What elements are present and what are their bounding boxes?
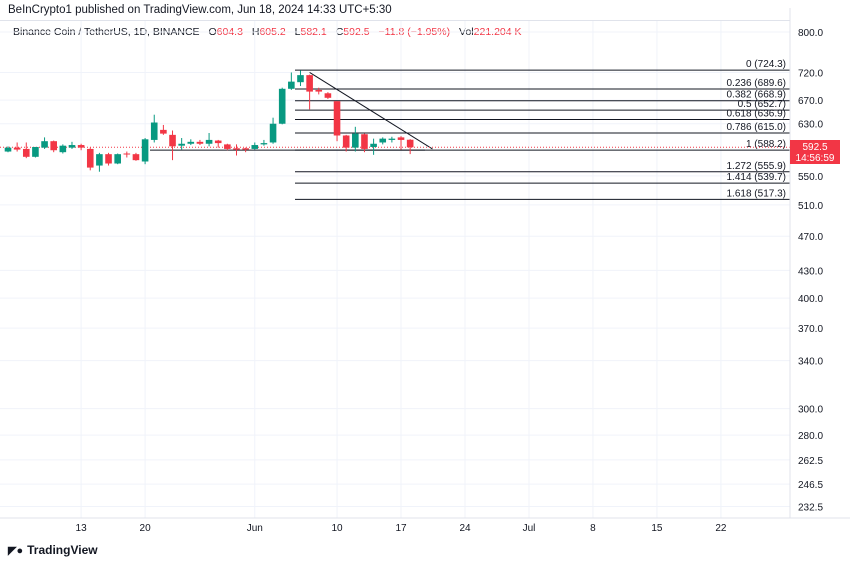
candle-bullish [370,143,377,147]
x-tick-label: 13 [76,523,88,534]
candle-bullish [187,141,195,144]
candle-bullish [96,154,103,166]
candle-bearish [315,89,323,92]
published-caption: BeInCrypto1 published on TradingView.com… [8,4,392,16]
y-tick-label: 400.0 [798,294,823,305]
price-badge [790,140,840,164]
tradingview-logo[interactable]: ◤● TradingView [8,543,98,557]
brand-name: TradingView [27,543,98,557]
x-tick-label: 8 [590,523,596,534]
candle-bullish [141,139,149,162]
candle-bearish [406,139,414,148]
legend-divider [0,20,790,21]
fib-level-label: 0.382 (668.9) [727,90,787,101]
candle-bearish [342,135,350,148]
fib-level-label: 1.618 (517.3) [727,188,787,199]
price-badge-countdown: 14:56:59 [796,153,835,164]
candle-bearish [22,148,30,157]
candle-bearish [361,134,368,149]
y-tick-label: 340.0 [798,357,823,368]
fib-level-label: 0 (724.3) [746,59,786,70]
y-tick-label: 430.0 [798,266,823,277]
candle-bullish [150,122,158,140]
x-tick-label: Jun [247,523,263,534]
candle-bearish [196,141,204,144]
candle-bearish [242,148,249,150]
x-tick-label: 15 [651,523,663,534]
candle-bullish [288,81,295,89]
x-tick-label: 20 [140,523,152,534]
candle-bearish [224,144,231,149]
fib-level-label: 1 (588.2) [746,139,786,150]
candle-bearish [324,93,332,98]
y-tick-label: 280.0 [798,431,823,442]
candle-bullish [68,145,76,148]
candle-bullish [205,139,213,144]
y-tick-label: 720.0 [798,68,823,79]
y-tick-label: 262.5 [798,456,823,467]
candle-bearish [333,101,341,136]
candle-bullish [251,145,259,149]
candle-bullish [114,154,121,164]
fib-level-label: 1.414 (539.7) [727,172,787,183]
candle-bullish [269,123,277,143]
candle-bullish [59,145,67,153]
candle-bearish [86,148,94,168]
tv-logo-icon: ◤● [8,544,24,557]
x-tick-label: 24 [459,523,471,534]
candle-bearish [169,134,176,147]
candle-bearish [50,141,57,151]
candle-bullish [352,133,359,148]
y-tick-label: 246.5 [798,480,823,491]
y-tick-label: 232.5 [798,503,823,514]
candle-bullish [260,143,268,145]
candle-bearish [160,129,167,134]
fib-level-label: 1.272 (555.9) [727,161,787,172]
fib-level-label: 0.618 (636.9) [727,109,787,120]
candle-bearish [233,148,240,150]
candle-bullish [4,147,12,152]
x-tick-label: Jul [523,523,536,534]
y-tick-label: 510.0 [798,201,823,212]
candle-bullish [297,75,304,83]
x-tick-label: 10 [331,523,343,534]
candle-bullish [388,138,396,140]
candle-bearish [105,154,112,164]
x-tick-label: 17 [395,523,407,534]
y-tick-label: 800.0 [798,28,823,39]
symbol-legend: Binance Coin / TetherUS, 1D, BINANCE O60… [13,26,522,38]
fib-level-label: 0.5 (652.7) [738,99,786,110]
candle-bearish [397,137,405,140]
x-tick-label: 22 [715,523,727,534]
candle-bearish [306,75,313,92]
y-tick-label: 550.0 [798,172,823,183]
y-tick-label: 470.0 [798,232,823,243]
fib-level-label: 0.236 (689.6) [727,78,787,89]
y-tick-label: 370.0 [798,324,823,335]
candle-bullish [41,141,48,148]
price-badge-value: 592.5 [802,142,827,153]
candle-bullish [32,146,39,157]
candle-bearish [214,140,222,144]
candle-bullish [379,138,387,143]
candle-bearish [123,153,131,155]
y-tick-label: 630.0 [798,120,823,131]
descending-trendline [309,72,433,150]
y-tick-label: 670.0 [798,96,823,107]
candle-bearish [13,147,21,150]
candle-bullish [278,88,286,124]
candle-bearish [132,154,140,161]
candle-bearish [77,145,85,148]
y-tick-label: 300.0 [798,405,823,416]
candle-bullish [178,143,185,146]
fib-level-label: 0.786 (615.0) [727,122,787,133]
